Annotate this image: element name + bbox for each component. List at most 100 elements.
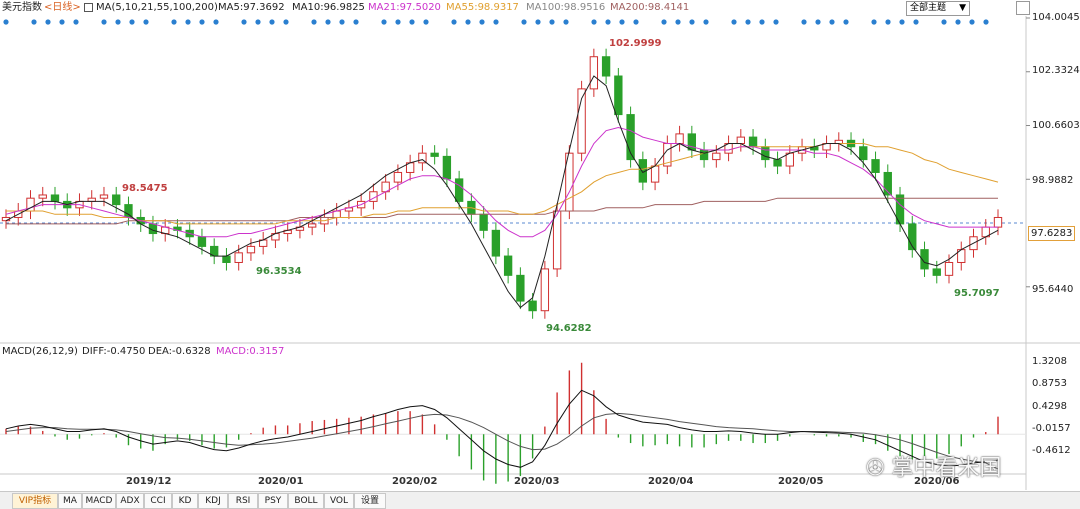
event-dot [829,19,835,25]
event-dot [661,19,667,25]
candle-body [430,152,439,157]
event-dot [703,19,709,25]
left-low-annotation: 96.3534 [256,266,302,277]
price-tick: 102.3324 [1032,65,1080,76]
tab-rsi[interactable]: RSI [228,493,258,509]
event-dot [479,19,485,25]
candle-body [393,171,403,183]
checkbox-icon[interactable] [84,3,93,12]
event-dot [255,19,261,25]
moving-average-lines [5,75,999,309]
price-tick: 104.0045 [1032,12,1080,23]
event-dot [143,19,149,25]
tab-boll[interactable]: BOLL [288,493,324,509]
event-dot [423,19,429,25]
ma55-value: MA55:98.9317 [446,2,519,13]
event-dot [899,19,905,25]
tab-adx[interactable]: ADX [116,493,144,509]
watermark-text: 掌中看米国 [891,456,1002,481]
candle-body [577,88,586,154]
event-dot [563,19,569,25]
event-dot [395,19,401,25]
event-dot [59,19,65,25]
macd-tick: -0.0157 [1032,423,1071,434]
candle-body [234,252,243,263]
price-tick: 98.9882 [1032,175,1074,186]
candle-body [112,194,121,206]
candle-body [699,149,709,161]
current-price-tag: 97.6283 [1028,226,1076,241]
ma100-value: MA100:98.9516 [526,2,606,13]
tab-ma[interactable]: MA [58,493,82,509]
symbol-name: 美元指数 [2,2,42,13]
date-label: 2020/06 [914,476,960,487]
macd-tick: -0.4612 [1032,445,1071,456]
event-dot [129,19,135,25]
tab-kd[interactable]: KD [172,493,198,509]
event-dot [521,19,527,25]
event-dot [955,19,961,25]
candle-body [589,56,599,90]
ma21-value: MA21:97.5020 [368,2,441,13]
period-label[interactable]: <日线> [44,2,81,13]
candle-body [99,194,109,199]
event-dot [451,19,457,25]
tab-psy[interactable]: PSY [258,493,288,509]
date-label: 2020/04 [648,476,694,487]
tab-vip[interactable]: VIP指标 [12,493,58,509]
wechat-icon: ✇ [866,456,885,481]
dea-line [5,412,999,470]
watermark: ✇ 掌中看米国 [866,450,1001,482]
ma-params: MA(5,10,21,55,100,200) [96,2,218,13]
date-label: 2019/12 [126,476,172,487]
candle-body [38,194,47,199]
tab-macd[interactable]: MACD [82,493,116,509]
candle-body [871,159,880,173]
event-dot [493,19,499,25]
event-dot [591,19,597,25]
candle-body [908,223,917,251]
event-dot [465,19,471,25]
tab-settings[interactable]: 设置 [354,493,386,509]
candle-body [528,300,537,312]
candle-body [761,146,770,161]
macd-tick: 0.8753 [1032,378,1067,389]
ma21-line [5,126,998,238]
macd-tick: 0.4298 [1032,401,1067,412]
tab-kdj[interactable]: KDJ [198,493,228,509]
grid-icon[interactable] [1016,1,1030,15]
tab-cci[interactable]: CCI [144,493,172,509]
event-dot [605,19,611,25]
tab-vol[interactable]: VOL [324,493,354,509]
event-dot [549,19,555,25]
ma200-value: MA200:98.4141 [610,2,690,13]
event-dot [773,19,779,25]
event-dot [73,19,79,25]
candle-body [503,255,513,276]
event-dot [381,19,387,25]
candle-body [479,213,488,231]
chevron-down-icon: ▼ [959,3,966,13]
event-dot [213,19,219,25]
event-dots [3,19,989,25]
macd-tick: 1.3208 [1032,356,1067,367]
event-dot [983,19,989,25]
indicator-tabs: VIP指标 MA MACD ADX CCI KD KDJ RSI PSY BOL… [0,491,1080,509]
ma5-line [5,75,999,309]
event-dot [325,19,331,25]
price-tick: 95.6440 [1032,284,1074,295]
event-dot [115,19,121,25]
low-annotation: 94.6282 [546,323,592,334]
event-dot [885,19,891,25]
event-dot [45,19,51,25]
candle-body [883,171,892,196]
candle-body [442,155,452,180]
event-dot [871,19,877,25]
topic-select[interactable]: 全部主题 ▼ [906,1,970,16]
event-dot [759,19,765,25]
event-dot [843,19,849,25]
candle-body [626,114,635,161]
candle-body [50,194,60,202]
event-dot [731,19,737,25]
